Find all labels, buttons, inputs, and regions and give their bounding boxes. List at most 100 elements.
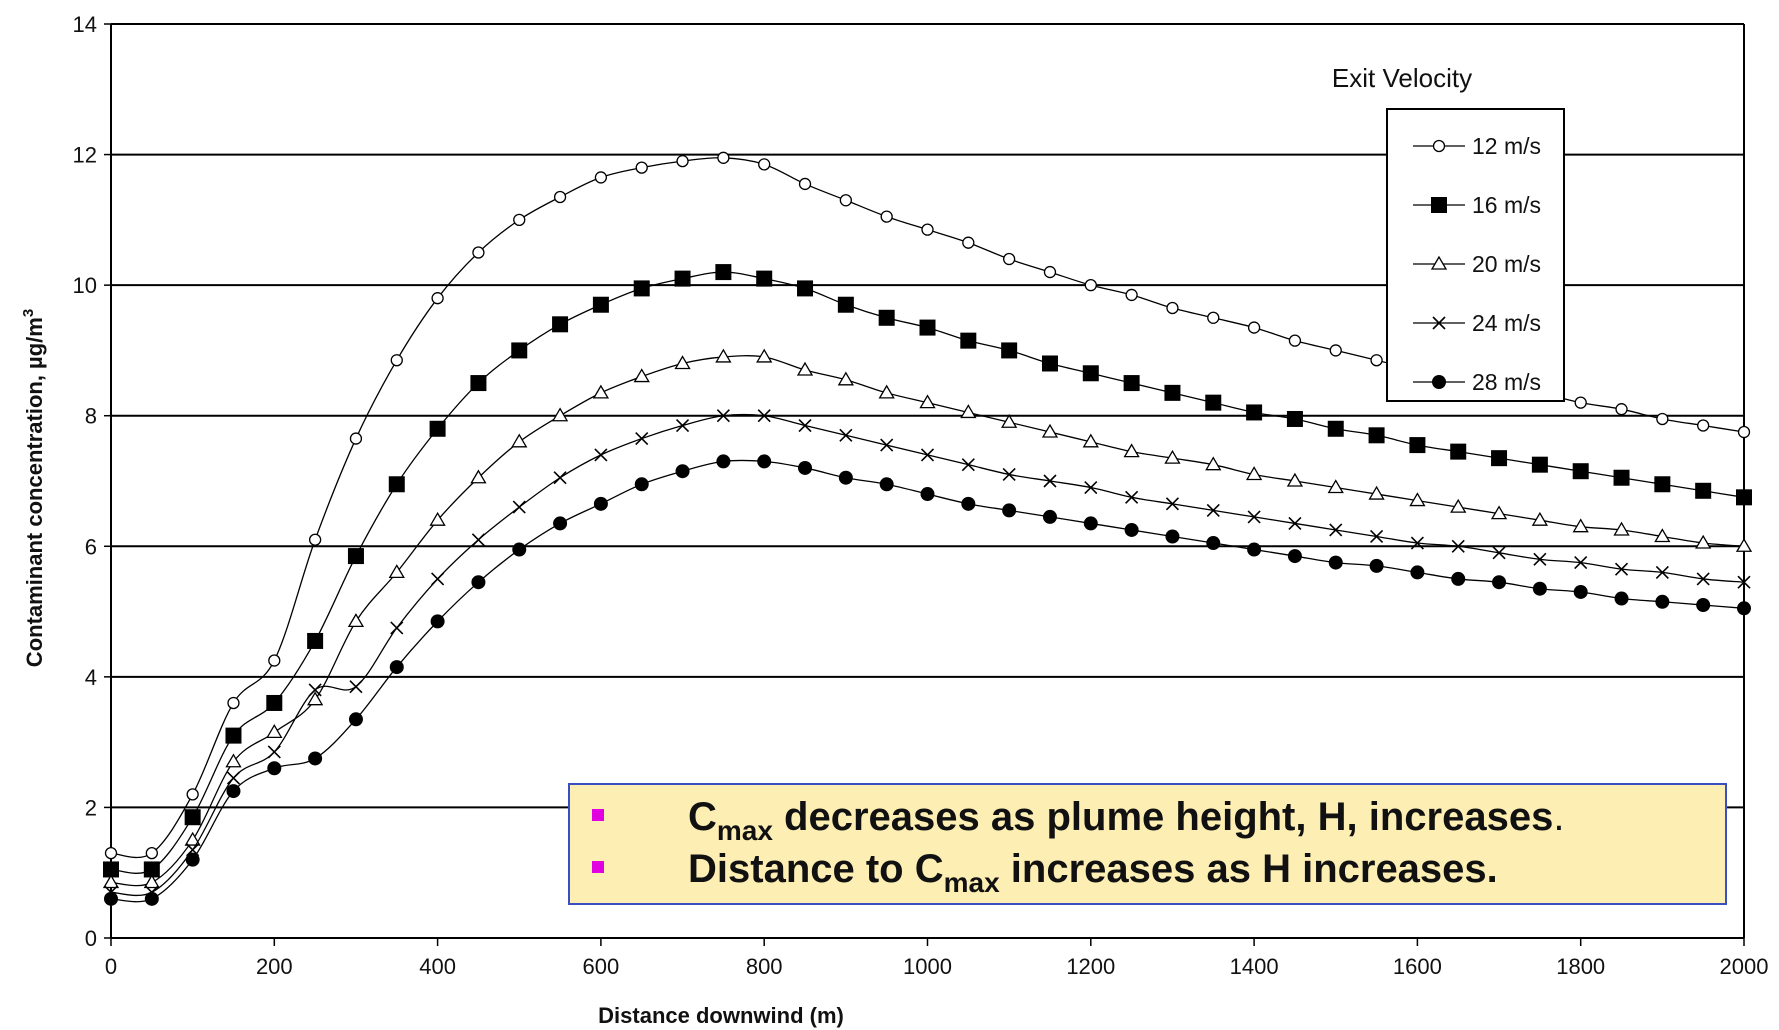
data-point [634, 477, 649, 492]
x-axis-title: Distance downwind (m) [598, 1003, 844, 1028]
data-point [756, 348, 773, 363]
data-point [594, 448, 608, 462]
data-point [1043, 474, 1057, 488]
data-point [961, 496, 976, 511]
data-point [1531, 511, 1549, 526]
data-point [1531, 456, 1548, 473]
data-point [184, 831, 201, 846]
data-point [1613, 521, 1630, 536]
data-point [470, 375, 487, 392]
data-point [1572, 518, 1589, 533]
annotation-text-1-period: . [1553, 795, 1565, 839]
data-point [1532, 581, 1547, 596]
data-point [267, 745, 281, 759]
data-point [798, 418, 812, 433]
data-point [839, 194, 852, 207]
x-tick-label: 2000 [1720, 954, 1769, 979]
data-point [1328, 555, 1343, 570]
data-point [1492, 575, 1507, 590]
data-point [347, 613, 365, 628]
data-point [1205, 394, 1222, 411]
data-point [1572, 463, 1589, 480]
y-tick-label: 12 [73, 143, 97, 168]
data-point [633, 368, 650, 383]
data-point [879, 477, 894, 492]
series-24-m-s [104, 409, 1751, 899]
y-tick-label: 6 [85, 534, 97, 559]
data-point [674, 355, 691, 370]
y-axis-title: Contaminant concentration, µg/m3 [20, 309, 47, 667]
y-tick-label: 4 [85, 665, 97, 690]
data-point [1082, 433, 1099, 448]
data-point [143, 874, 160, 889]
series-20-m-s [102, 348, 1753, 889]
legend-item: 20 m/s [1413, 251, 1541, 277]
y-tick-label: 10 [73, 273, 97, 298]
data-point [919, 394, 936, 409]
data-point [1206, 503, 1220, 517]
data-point [513, 213, 526, 227]
data-point [144, 891, 159, 906]
annotation-box: Cmax decreases as plume height, H, incre… [568, 783, 1727, 905]
data-point [1125, 288, 1138, 302]
data-point [716, 454, 731, 469]
data-point [308, 533, 322, 546]
x-tick-label: 1200 [1066, 954, 1115, 979]
data-point [1574, 556, 1588, 570]
series-line [110, 355, 1745, 887]
data-point [715, 348, 732, 363]
data-point [308, 751, 323, 766]
data-point [1246, 404, 1263, 421]
data-point [1736, 489, 1752, 506]
legend-label: 28 m/s [1472, 369, 1541, 395]
data-point [676, 154, 689, 168]
data-point [1737, 425, 1751, 439]
data-point [961, 458, 975, 472]
data-point [349, 680, 363, 694]
data-point [267, 761, 282, 776]
data-point [1451, 539, 1465, 553]
y-tick-labels: 0 2 4 6 8 10 12 14 [73, 12, 97, 951]
data-point [1043, 265, 1057, 279]
data-point [1327, 479, 1344, 494]
data-point [757, 454, 772, 469]
data-point [1084, 278, 1097, 292]
data-point [717, 151, 730, 164]
data-point [1370, 354, 1383, 367]
data-point [1490, 505, 1508, 520]
data-point [225, 727, 242, 744]
data-point [472, 246, 485, 259]
data-point [1655, 594, 1670, 609]
series-16-m-s [103, 264, 1752, 878]
data-point [1083, 516, 1098, 531]
x-tick-label: 600 [583, 954, 620, 979]
legend-frame [1386, 108, 1565, 402]
data-point [431, 292, 444, 305]
data-point [594, 171, 608, 184]
data-point [226, 771, 241, 785]
annotation-line-1: Cmax decreases as plume height, H, incre… [570, 795, 1725, 847]
x-tick-label: 0 [105, 954, 117, 979]
data-point [1329, 523, 1343, 537]
data-point [389, 660, 404, 675]
data-point [225, 753, 242, 768]
data-point [635, 431, 649, 446]
data-point [470, 469, 487, 484]
data-point [1327, 420, 1344, 437]
data-point [1286, 472, 1304, 487]
data-point [1655, 565, 1669, 579]
data-point [1450, 498, 1467, 513]
data-point [1123, 375, 1140, 392]
cmax-subscript: max [943, 867, 1000, 898]
data-point [675, 464, 690, 479]
data-point [1084, 480, 1098, 495]
data-point [1205, 456, 1222, 471]
data-point [1430, 255, 1448, 270]
data-point [1329, 344, 1342, 357]
data-point [920, 487, 935, 502]
data-point [1574, 396, 1587, 409]
gridlines [111, 23, 1744, 809]
data-point [838, 470, 853, 485]
data-point [1410, 536, 1424, 550]
